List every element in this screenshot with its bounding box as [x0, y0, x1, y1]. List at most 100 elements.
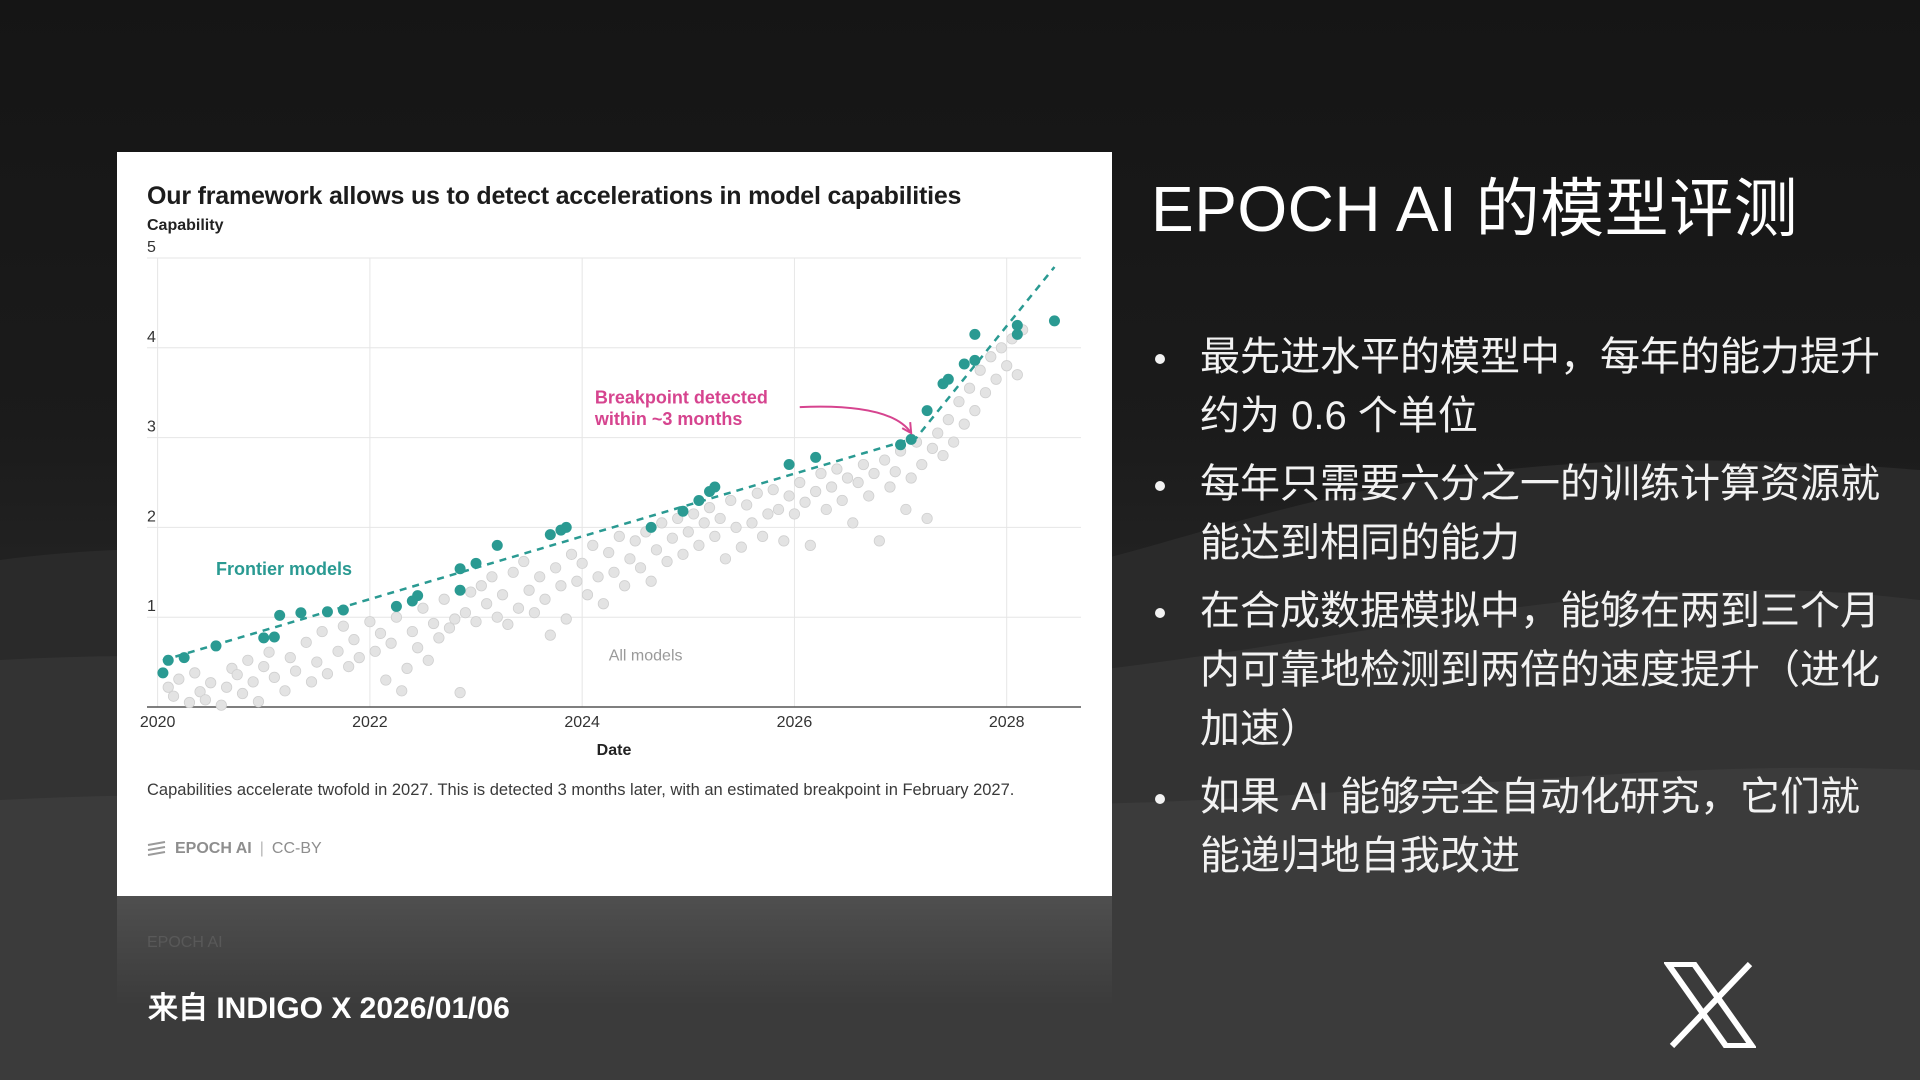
all-models-point	[963, 382, 976, 394]
breakpoint-arrow	[799, 405, 913, 434]
all-models-point	[995, 342, 1007, 354]
chart-annotation: All models	[609, 647, 683, 664]
all-models-point	[751, 487, 763, 499]
all-models-point	[847, 517, 859, 529]
frontier-point	[274, 609, 286, 621]
source-credit: 来自 INDIGO X 2026/01/06	[148, 992, 510, 1025]
frontier-point	[491, 539, 503, 551]
chart-caption: Capabilities accelerate twofold in 2027.…	[147, 781, 1015, 799]
all-models-point	[879, 454, 891, 466]
all-models-point	[863, 490, 875, 502]
all-models-point	[268, 671, 280, 683]
bullet-item: 每年只需要六分之一的训练计算资源就能达到相同的能力	[1151, 455, 1891, 573]
x-axis-label: Date	[597, 742, 632, 759]
frontier-point	[337, 604, 349, 616]
x-logo-icon[interactable]	[1664, 962, 1756, 1048]
all-models-point	[422, 654, 434, 666]
all-models-point	[804, 539, 816, 551]
frontier-point	[895, 439, 907, 451]
all-models-point	[576, 557, 588, 569]
frontier-point	[810, 451, 822, 463]
license-label: CC-BY	[271, 840, 322, 857]
brand-separator: |	[259, 840, 264, 857]
all-models-point	[470, 616, 482, 628]
all-models-point	[587, 539, 599, 551]
frontier-point	[412, 590, 424, 602]
all-models-point	[560, 613, 572, 625]
all-models-point	[412, 642, 424, 654]
all-models-point	[762, 508, 774, 520]
all-models-point	[629, 535, 641, 547]
bullet-text: 在合成数据模拟中，能够在两到三个月内可靠地检测到两倍的速度提升（进化加速）	[1200, 589, 1880, 751]
all-models-point	[979, 387, 992, 399]
all-models-point	[592, 571, 604, 583]
frontier-point	[693, 494, 705, 506]
all-models-point	[825, 481, 838, 493]
all-models-point	[597, 598, 609, 610]
all-models-point	[162, 681, 174, 693]
all-models-point	[486, 571, 498, 583]
frontier-point	[958, 358, 970, 370]
frontier-point	[560, 521, 572, 533]
breakpoint-arrowhead	[901, 422, 913, 435]
frontier-point	[162, 654, 174, 666]
chart-annotation: Breakpoint detected	[595, 387, 768, 407]
all-models-point	[831, 463, 843, 475]
all-models-point	[958, 418, 970, 430]
all-models-point	[709, 530, 721, 542]
frontier-point	[921, 405, 933, 417]
all-models-point	[783, 490, 795, 502]
all-models-point	[682, 526, 694, 538]
bullet-dot-icon	[1155, 354, 1165, 364]
all-models-point	[518, 555, 530, 568]
all-models-point	[719, 553, 732, 565]
all-models-point	[284, 652, 296, 664]
all-models-point	[507, 566, 519, 578]
all-models-point	[263, 646, 275, 658]
frontier-point	[178, 652, 190, 664]
bullet-item: 在合成数据模拟中，能够在两到三个月内可靠地检测到两倍的速度提升（进化加速）	[1151, 582, 1891, 759]
all-models-point	[677, 548, 689, 560]
all-models-point	[221, 681, 233, 693]
y-tick-label: 4	[147, 329, 156, 346]
epoch-logo-icon	[147, 841, 166, 856]
all-models-point	[475, 580, 487, 592]
all-models-point	[496, 589, 509, 601]
frontier-point	[470, 557, 482, 569]
all-models-point	[396, 685, 408, 697]
scatter-chart: 2020 2022 2024 2026 2028 1 2 3 4 5 Capability Date F…	[140, 217, 1081, 759]
all-models-point	[693, 539, 705, 551]
all-models-point	[889, 466, 901, 478]
all-models-point	[215, 699, 227, 711]
all-models-point	[449, 613, 461, 625]
all-models-point	[353, 652, 365, 664]
all-models-point	[343, 660, 355, 673]
all-models-point	[788, 508, 801, 520]
x-tick-label: 2026	[777, 714, 813, 731]
y-tick-label: 5	[147, 239, 156, 256]
all-models-point	[417, 602, 429, 614]
reflection-text: EPOCH AI	[147, 934, 223, 951]
all-models-point	[571, 575, 583, 587]
all-models-point	[289, 665, 302, 677]
all-models-point	[741, 499, 753, 511]
all-models-point	[661, 555, 673, 568]
all-models-point	[703, 502, 716, 514]
all-models-point	[427, 617, 440, 630]
frontier-point	[1048, 315, 1060, 327]
all-models-point	[242, 654, 254, 666]
brand-row: EPOCH AI | CC-BY	[147, 840, 322, 858]
frontier-point	[295, 607, 307, 619]
frontier-point	[709, 481, 721, 493]
frontier-trend-line	[162, 266, 1056, 662]
all-models-point	[406, 625, 418, 638]
all-models-point	[613, 530, 625, 542]
all-models-point	[199, 694, 211, 706]
all-models-point	[539, 593, 551, 605]
x-tick-label: 2024	[564, 714, 600, 731]
all-models-point	[252, 696, 265, 708]
x-tick-label: 2022	[352, 714, 388, 731]
all-models-point	[438, 593, 450, 605]
all-models-point	[534, 571, 546, 583]
